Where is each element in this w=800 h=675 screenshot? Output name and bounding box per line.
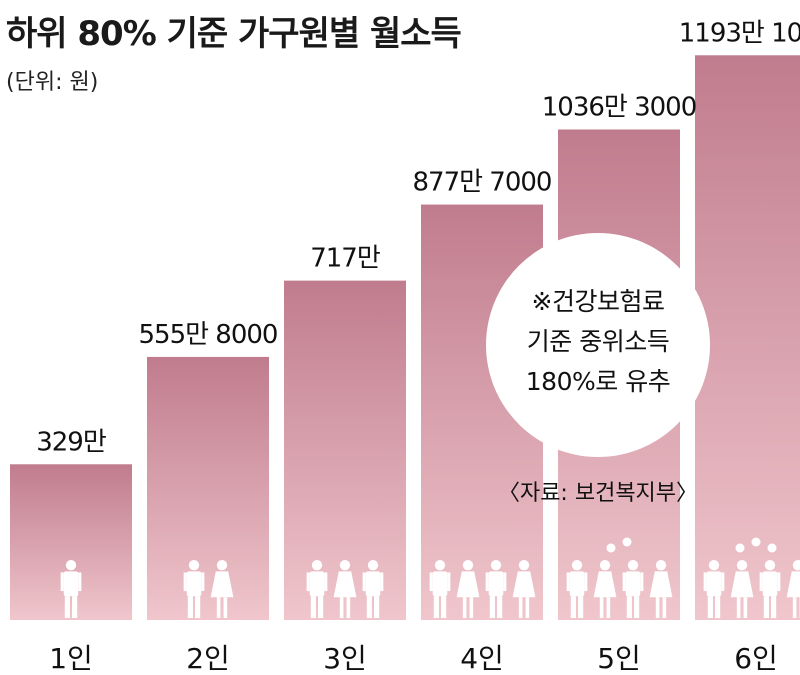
- value-label-1인: 329만: [36, 427, 106, 457]
- bar-6인: [695, 55, 800, 621]
- child-icon: [735, 543, 745, 553]
- child-icon: [622, 537, 632, 547]
- category-label-1인: 1인: [49, 642, 93, 675]
- value-label-5인: 1036만 3000: [542, 92, 697, 122]
- note-ellipse: [486, 233, 710, 457]
- person-icon: [306, 560, 328, 618]
- person-icon: [649, 560, 673, 618]
- category-label-2인: 2인: [186, 642, 230, 675]
- note-line-3: 180%로 유추: [526, 367, 670, 396]
- note-bubble: ※건강보험료 기준 중위소득 180%로 유추: [486, 233, 710, 457]
- person-icon: [429, 560, 451, 618]
- person-icon: [333, 560, 357, 618]
- unit-label: (단위: 원): [6, 70, 99, 95]
- person-icon: [210, 560, 234, 618]
- chart-title: 하위 80% 기준 가구원별 월소득: [6, 14, 462, 54]
- bar-2인: [147, 356, 269, 620]
- person-icon: [362, 560, 384, 618]
- value-label-4인: 877만 7000: [413, 168, 552, 198]
- note-line-1: ※건강보험료: [532, 287, 665, 316]
- child-icon: [751, 537, 761, 547]
- category-label-6인: 6인: [734, 642, 778, 675]
- person-icon: [183, 560, 205, 618]
- person-icon: [456, 560, 480, 618]
- source-label: 〈자료: 보건복지부〉: [498, 481, 698, 506]
- person-icon: [703, 560, 725, 618]
- person-icon: [60, 560, 82, 618]
- bar-1인: [10, 464, 132, 620]
- category-label-5인: 5인: [597, 642, 641, 675]
- person-icon: [622, 560, 644, 618]
- child-icon: [767, 543, 777, 553]
- people-icons-group: [60, 537, 800, 618]
- child-icon: [606, 543, 616, 553]
- person-icon: [786, 560, 800, 618]
- value-label-6인: 1193만 1000: [679, 18, 800, 48]
- person-icon: [512, 560, 536, 618]
- note-line-2: 기준 중위소득: [527, 327, 669, 356]
- value-label-2인: 555만 8000: [139, 320, 278, 350]
- person-icon: [730, 560, 754, 618]
- category-label-4인: 4인: [460, 642, 504, 675]
- value-label-3인: 717만: [310, 244, 380, 274]
- person-icon: [759, 560, 781, 618]
- person-icon: [593, 560, 617, 618]
- person-icon: [566, 560, 588, 618]
- person-icon: [485, 560, 507, 618]
- category-label-3인: 3인: [323, 642, 367, 675]
